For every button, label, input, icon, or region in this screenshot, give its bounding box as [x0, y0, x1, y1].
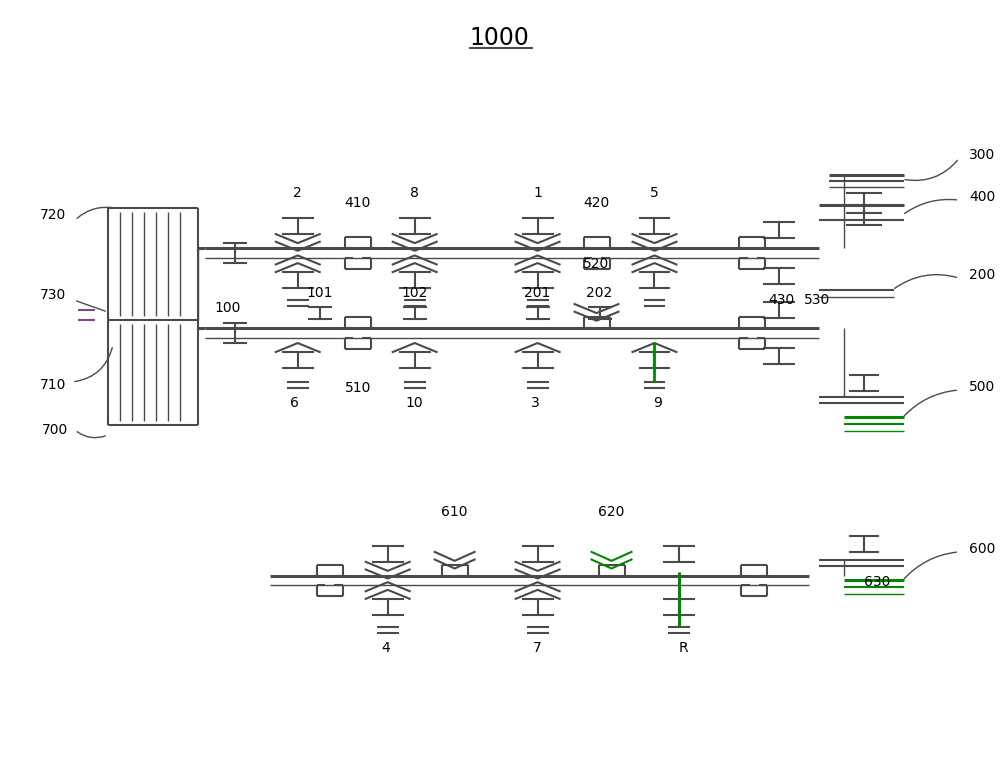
Text: 5: 5	[650, 186, 659, 200]
Text: 530: 530	[804, 293, 830, 307]
Text: 420: 420	[583, 196, 610, 210]
Text: 730: 730	[40, 288, 66, 302]
Text: 430: 430	[768, 293, 795, 307]
Text: 8: 8	[410, 186, 419, 200]
Text: 200: 200	[969, 268, 995, 282]
Text: 1: 1	[533, 186, 542, 200]
Text: 100: 100	[215, 301, 241, 315]
Text: 202: 202	[586, 286, 613, 300]
Text: 700: 700	[42, 423, 68, 437]
Text: 102: 102	[401, 286, 428, 300]
Text: 610: 610	[441, 505, 468, 519]
Text: 510: 510	[345, 381, 371, 395]
Text: 10: 10	[406, 396, 423, 410]
Text: 600: 600	[969, 542, 996, 556]
Text: 201: 201	[524, 286, 551, 300]
Text: 3: 3	[531, 396, 540, 410]
Text: 9: 9	[653, 396, 662, 410]
Text: 720: 720	[40, 208, 66, 222]
Text: 710: 710	[40, 378, 66, 392]
Text: 101: 101	[307, 286, 333, 300]
Text: 4: 4	[381, 641, 390, 655]
Text: 300: 300	[969, 148, 995, 162]
Text: 500: 500	[969, 380, 995, 394]
Text: 7: 7	[533, 641, 542, 655]
Text: 2: 2	[293, 186, 302, 200]
Text: 6: 6	[290, 396, 299, 410]
Text: 630: 630	[864, 575, 891, 589]
Text: 620: 620	[598, 505, 625, 519]
Text: 410: 410	[345, 196, 371, 210]
Text: 400: 400	[969, 190, 995, 204]
Text: 1000: 1000	[470, 26, 530, 50]
Text: R: R	[679, 641, 688, 655]
Text: 520: 520	[583, 257, 610, 271]
